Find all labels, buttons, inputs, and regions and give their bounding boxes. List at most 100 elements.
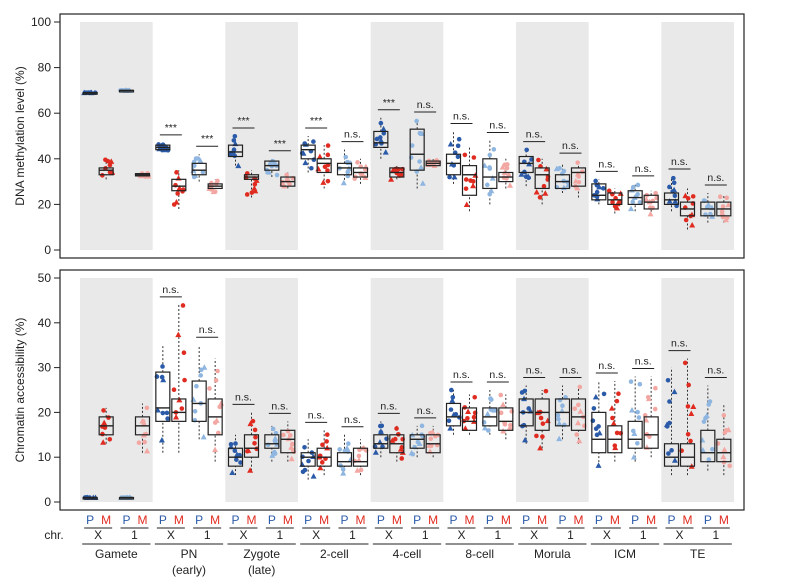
data-point xyxy=(105,158,111,164)
data-point xyxy=(156,142,161,147)
data-point xyxy=(538,415,544,421)
parent-label: P xyxy=(304,513,312,527)
data-point xyxy=(288,444,295,450)
stage-label: Morula xyxy=(534,547,571,561)
data-point xyxy=(455,154,461,160)
data-point xyxy=(285,428,291,434)
parent-label: P xyxy=(86,513,94,527)
significance-label: n.s. xyxy=(671,156,688,168)
data-point xyxy=(453,411,459,417)
parent-label: M xyxy=(573,513,583,527)
data-point xyxy=(451,173,458,180)
data-point xyxy=(507,182,514,188)
data-point xyxy=(392,436,398,442)
data-point xyxy=(217,404,223,410)
data-point xyxy=(468,178,473,183)
data-point xyxy=(561,168,567,174)
data-point xyxy=(173,413,180,420)
data-point xyxy=(575,160,580,165)
data-point xyxy=(727,463,733,469)
significance-label: n.s. xyxy=(344,129,361,141)
data-point xyxy=(232,133,238,139)
data-point xyxy=(144,405,150,411)
data-point xyxy=(192,409,198,414)
data-point xyxy=(614,398,620,404)
data-point xyxy=(417,130,423,136)
data-point xyxy=(575,402,581,408)
data-point xyxy=(272,451,278,456)
data-point xyxy=(629,406,636,413)
data-point xyxy=(343,154,349,160)
data-point xyxy=(606,188,612,194)
significance-label: n.s. xyxy=(635,356,652,368)
data-point xyxy=(272,435,279,441)
box xyxy=(227,144,244,158)
chr-value-label: X xyxy=(603,528,611,542)
data-point xyxy=(340,179,347,186)
data-point xyxy=(281,432,286,438)
box xyxy=(155,371,171,422)
chr-value-label: 1 xyxy=(640,528,647,542)
data-point xyxy=(228,441,234,447)
data-point xyxy=(397,171,404,177)
parent-label: P xyxy=(159,513,167,527)
parent-label: M xyxy=(464,513,474,527)
data-point xyxy=(447,140,454,147)
data-point xyxy=(143,431,149,437)
parent-label: M xyxy=(610,513,620,527)
data-point xyxy=(269,452,276,458)
data-point xyxy=(174,170,179,175)
data-point xyxy=(325,168,330,173)
data-point xyxy=(414,118,419,124)
data-point xyxy=(337,447,342,452)
significance-label: n.s. xyxy=(344,414,361,426)
data-point xyxy=(614,204,621,211)
data-point xyxy=(579,169,585,174)
data-point xyxy=(247,467,254,473)
chr-value-label: X xyxy=(457,528,465,542)
data-point xyxy=(595,462,602,468)
data-point xyxy=(274,172,280,178)
parent-label: P xyxy=(486,513,494,527)
y-tick-label: 30 xyxy=(38,361,52,375)
chr-value-label: X xyxy=(312,528,320,542)
data-point xyxy=(252,181,258,187)
data-point xyxy=(160,410,166,416)
data-point xyxy=(449,397,456,403)
data-point xyxy=(489,175,496,181)
data-point xyxy=(540,434,545,439)
box xyxy=(461,407,478,431)
box xyxy=(171,178,187,192)
stage-label: ICM xyxy=(614,547,636,561)
data-point xyxy=(231,138,237,143)
data-point xyxy=(207,386,212,391)
data-point xyxy=(672,198,679,204)
data-point xyxy=(324,439,329,444)
parent-label: P xyxy=(340,513,348,527)
box xyxy=(264,434,280,449)
box xyxy=(482,158,498,190)
data-point xyxy=(302,444,307,450)
box xyxy=(352,447,369,467)
data-point xyxy=(488,396,493,401)
data-point xyxy=(522,436,529,443)
stage-label: PN xyxy=(181,547,198,561)
data-point xyxy=(643,444,650,450)
data-point xyxy=(688,438,693,444)
data-point xyxy=(610,415,615,421)
data-point xyxy=(593,178,598,184)
data-point xyxy=(643,196,650,202)
data-point xyxy=(288,455,295,462)
data-point xyxy=(647,210,654,217)
data-point xyxy=(300,469,306,475)
data-point xyxy=(182,377,187,383)
data-point xyxy=(463,201,470,208)
data-point xyxy=(191,163,197,169)
data-point xyxy=(200,433,207,440)
box xyxy=(280,429,296,454)
data-point xyxy=(522,388,528,394)
data-point xyxy=(705,201,712,208)
parent-label: P xyxy=(667,513,675,527)
data-point xyxy=(171,202,177,207)
data-point xyxy=(592,393,599,400)
